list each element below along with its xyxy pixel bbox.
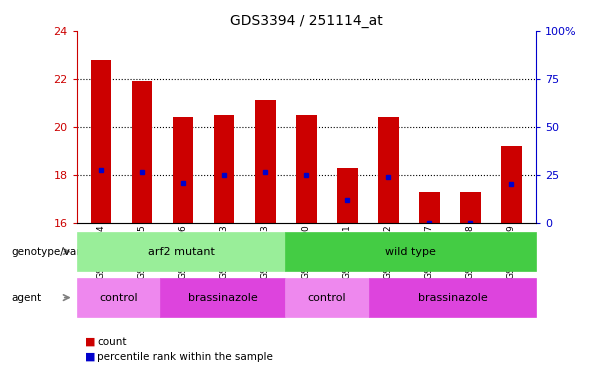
Text: percentile rank within the sample: percentile rank within the sample [97,352,273,362]
Text: control: control [308,293,346,303]
Text: arf2 mutant: arf2 mutant [148,247,214,257]
Text: wild type: wild type [385,247,436,257]
Text: agent: agent [12,293,42,303]
Bar [337,167,358,223]
Bar [419,192,439,223]
Text: ■: ■ [85,337,96,347]
Bar [214,115,234,223]
Text: brassinazole: brassinazole [188,293,257,303]
Bar [378,117,399,223]
Text: count: count [97,337,127,347]
Bar [255,100,276,223]
Bar [460,192,481,223]
Text: ■: ■ [85,352,96,362]
Title: GDS3394 / 251114_at: GDS3394 / 251114_at [230,14,383,28]
Text: brassinazole: brassinazole [418,293,487,303]
Bar [91,60,111,223]
Bar [501,146,522,223]
Text: genotype/variation: genotype/variation [12,247,111,257]
Bar [296,115,316,223]
Bar [173,117,193,223]
Text: control: control [99,293,138,303]
Bar [132,81,153,223]
